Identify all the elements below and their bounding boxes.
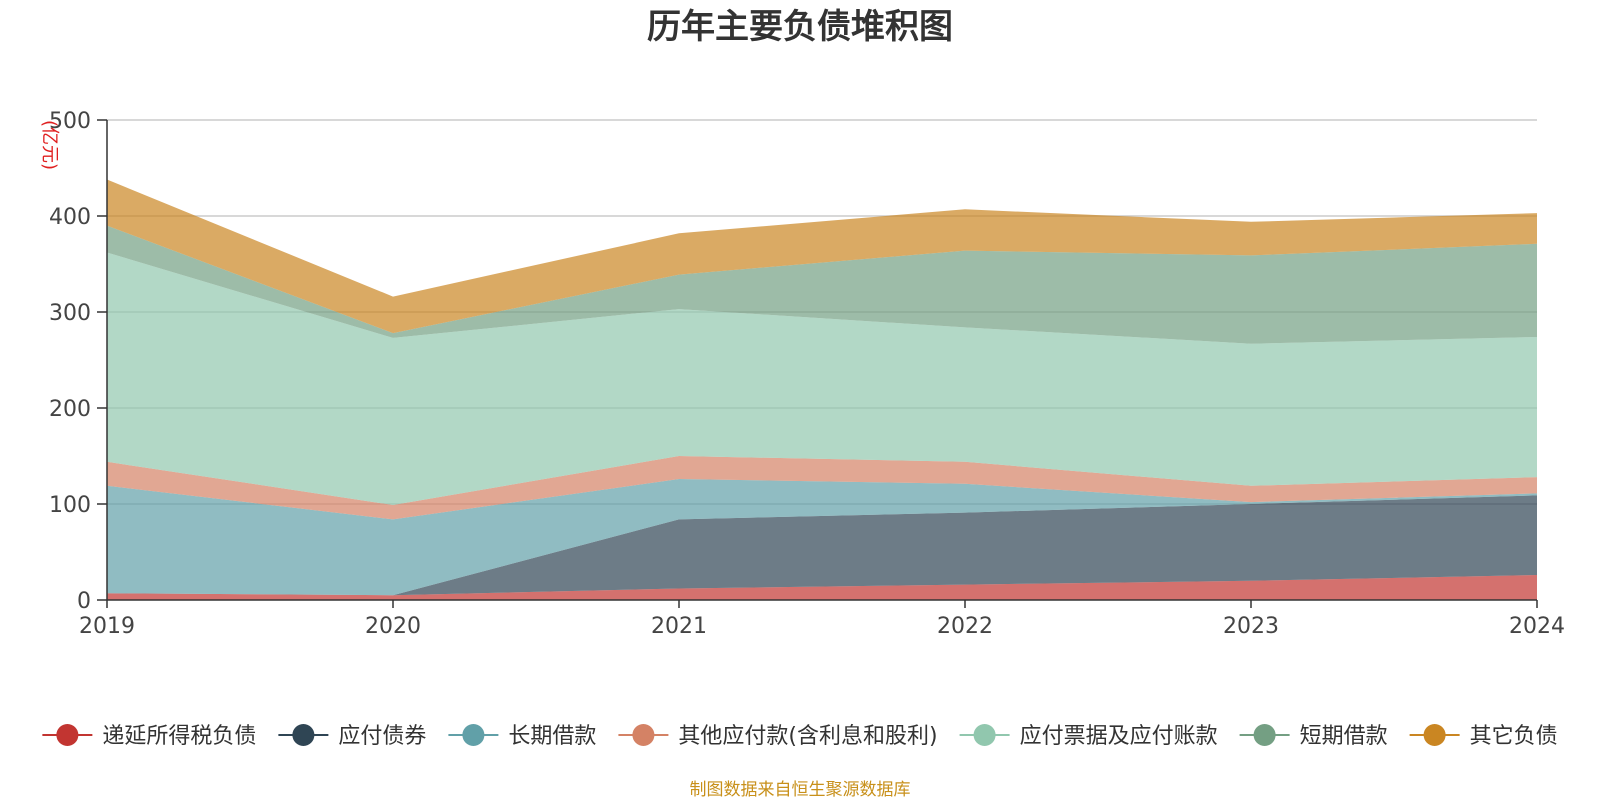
legend-marker-icon	[56, 724, 79, 746]
area-series[interactable]	[107, 456, 1537, 520]
source-note: 制图数据来自恒生聚源数据库	[690, 780, 911, 800]
x-tick-label: 2022	[937, 614, 993, 639]
x-tick-label: 2024	[1509, 614, 1565, 639]
legend-label: 递延所得税负债	[102, 724, 256, 749]
legend-label: 其他应付款(含利息和股利)	[678, 724, 937, 749]
legend-label: 应付债券	[338, 724, 426, 749]
area-series[interactable]	[107, 225, 1537, 344]
legend-item[interactable]: 短期借款	[1239, 724, 1388, 749]
x-tick-label: 2020	[365, 614, 421, 639]
y-tick-label: 200	[49, 397, 91, 422]
legend-item[interactable]: 其他应付款(含利息和股利)	[618, 724, 938, 749]
legend-marker-icon	[1253, 724, 1276, 746]
legend-item[interactable]: 长期借款	[448, 724, 596, 749]
y-tick-label: 0	[77, 589, 91, 614]
area-series[interactable]	[107, 179, 1537, 334]
legend-label: 其它负债	[1470, 724, 1558, 749]
area-series[interactable]	[107, 495, 1537, 596]
legend-item[interactable]: 应付债券	[278, 724, 426, 749]
y-tick-label: 100	[49, 493, 91, 518]
legend-marker-icon	[1423, 724, 1446, 746]
legend-label: 短期借款	[1300, 724, 1388, 749]
legend-marker-icon	[973, 724, 996, 746]
x-tick-label: 2019	[79, 614, 135, 639]
legend-item[interactable]: 递延所得税负债	[42, 724, 256, 749]
y-tick-label: 400	[49, 205, 91, 230]
y-axis-unit-label: (亿元)	[39, 120, 60, 170]
y-tick-label: 300	[49, 301, 91, 326]
x-tick-label: 2023	[1223, 614, 1279, 639]
x-tick-label: 2021	[651, 614, 707, 639]
legend-marker-icon	[462, 724, 485, 746]
legend: 递延所得税负债 应付债券 长期借款 其他应付款(含利息和股利) 应付票据及应付账款 短期借…	[42, 724, 1558, 749]
chart-title: 历年主要负债堆积图	[647, 7, 953, 47]
area-series[interactable]	[107, 575, 1537, 600]
legend-item[interactable]: 应付票据及应付账款	[959, 724, 1218, 749]
legend-label: 长期借款	[508, 724, 596, 749]
legend-marker-icon	[292, 724, 315, 746]
area-series[interactable]	[107, 252, 1537, 506]
axes: 0 100 200 300 400 500 2019 2020 2021 2022 2023 2024	[49, 109, 1565, 639]
legend-marker-icon	[632, 724, 655, 746]
area-series[interactable]	[107, 479, 1537, 596]
y-tick-label: 500	[49, 109, 91, 134]
legend-item[interactable]: 其它负债	[1409, 724, 1558, 749]
legend-label: 应付票据及应付账款	[1020, 724, 1218, 749]
area-series-group	[107, 179, 1537, 600]
